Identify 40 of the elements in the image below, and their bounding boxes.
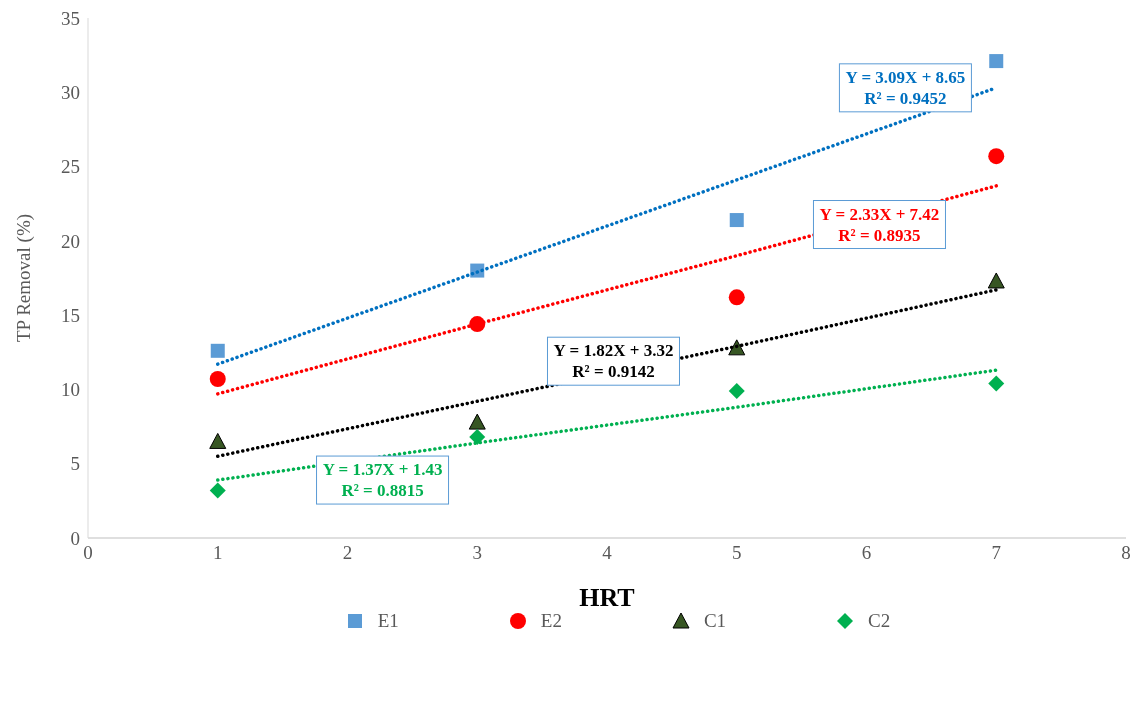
point [988, 148, 1005, 165]
x-tick-label: 1 [213, 542, 223, 564]
point [210, 343, 225, 358]
point [209, 371, 226, 388]
point [728, 289, 745, 306]
point [728, 339, 746, 356]
annotation: Y = 2.33X + 7.42 R² = 0.8935 [819, 204, 940, 245]
point [468, 413, 486, 430]
x-tick-label: 7 [991, 542, 1001, 564]
point [989, 54, 1004, 69]
legend-label: E2 [540, 610, 562, 632]
x-axis-title: HRT [579, 583, 635, 612]
y-tick-label: 5 [70, 453, 80, 475]
y-tick-label: 0 [70, 527, 80, 549]
point [987, 272, 1005, 289]
x-tick-label: 5 [732, 542, 742, 564]
y-tick-label: 30 [61, 82, 80, 104]
annotation: Y = 1.37X + 1.43 R² = 0.8815 [322, 460, 443, 501]
y-axis-title: TP Removal (%) [12, 213, 35, 343]
x-tick-label: 2 [342, 542, 353, 564]
x-tick-label: 4 [602, 542, 613, 564]
point [988, 375, 1005, 392]
legend-label: C1 [703, 610, 727, 632]
y-tick-label: 10 [61, 379, 80, 401]
legend-label: E1 [377, 610, 399, 632]
x-tick-label: 6 [861, 542, 872, 564]
point [209, 482, 226, 499]
point [729, 213, 744, 228]
x-tick-label: 3 [472, 542, 482, 564]
y-tick-label: 35 [61, 7, 80, 29]
point [469, 428, 486, 445]
x-tick-label: 8 [1121, 542, 1131, 564]
annotation: Y = 3.09X + 8.65 R² = 0.9452 [845, 67, 966, 108]
point [209, 432, 227, 449]
point [728, 382, 745, 399]
y-tick-label: 20 [61, 230, 80, 252]
y-tick-label: 25 [61, 156, 80, 178]
legend-label: C2 [868, 610, 891, 632]
y-tick-label: 15 [61, 304, 80, 326]
annotation: Y = 1.82X + 3.32 R² = 0.9142 [553, 341, 674, 382]
